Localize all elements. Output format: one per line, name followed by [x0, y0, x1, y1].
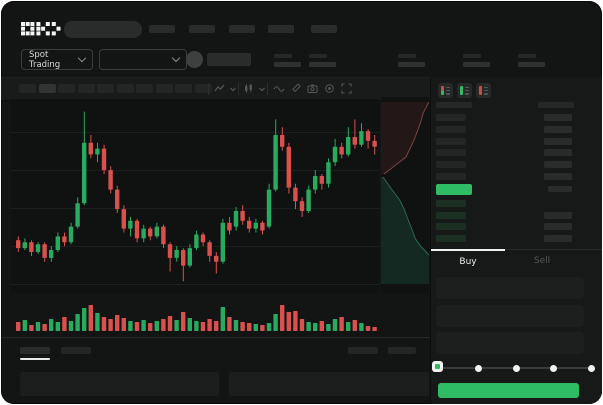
total-input[interactable]: [436, 332, 584, 354]
timeframe-button-3[interactable]: [58, 84, 75, 93]
slider-stop-3[interactable]: [550, 364, 557, 372]
orderbook-mode-both-icon[interactable]: [438, 83, 453, 98]
ask-row-2[interactable]: [436, 125, 600, 134]
volume-bars: [11, 294, 379, 333]
orderbook-mode-bids-icon[interactable]: [457, 83, 472, 98]
timeframe-button-7[interactable]: [136, 84, 153, 93]
price-input[interactable]: [436, 277, 584, 299]
timeframe-button-1[interactable]: [19, 84, 36, 93]
divider: [1, 337, 431, 338]
candlestick-chart[interactable]: [11, 99, 379, 293]
bid-row-2[interactable]: [436, 211, 600, 220]
camera-icon[interactable]: [306, 82, 319, 95]
chevron-down-icon: [171, 53, 181, 63]
okx-logo[interactable]: [21, 22, 61, 41]
nav-item-2[interactable]: [189, 25, 215, 33]
bottom-panel-left: [20, 372, 219, 396]
wave-indicator-icon[interactable]: [272, 82, 285, 95]
bottom-tab-active[interactable]: [20, 347, 50, 354]
timeframe-button-8[interactable]: [155, 84, 173, 93]
bid-row-1[interactable]: [436, 200, 600, 208]
slider-stop-4[interactable]: [587, 364, 595, 372]
ask-row-6[interactable]: [436, 173, 600, 181]
timeframe-button-10[interactable]: [194, 84, 212, 93]
chart-type-icon[interactable]: [213, 82, 226, 95]
fullscreen-icon[interactable]: [340, 82, 353, 95]
timeframe-button-6[interactable]: [116, 84, 134, 93]
buy-submit-button[interactable]: [438, 383, 579, 398]
slider-stop-2[interactable]: [512, 364, 520, 372]
ticker-stat-5: [518, 54, 545, 67]
active-tab-underline: [20, 358, 50, 360]
percent-slider[interactable]: [441, 364, 595, 372]
bid-row-4[interactable]: [436, 235, 600, 243]
ask-row-1[interactable]: [436, 114, 600, 122]
slider-stop-1[interactable]: [475, 364, 482, 372]
nav-item-4[interactable]: [268, 25, 294, 33]
bid-row-3[interactable]: [436, 223, 600, 231]
bottom-right-control-1[interactable]: [348, 347, 378, 354]
orderbook-trade-panel: Buy Sell: [430, 77, 602, 404]
bottom-tab-2[interactable]: [61, 347, 91, 354]
depth-chart[interactable]: [381, 97, 430, 293]
ask-row-4[interactable]: [436, 149, 600, 157]
gear-icon[interactable]: [323, 82, 336, 95]
chevron-down-icon[interactable]: [255, 82, 268, 95]
nav-item-1[interactable]: [149, 25, 175, 33]
ticker-stat-1: [274, 54, 301, 67]
ticker-stat-4: [463, 54, 490, 67]
nav-item-5[interactable]: [311, 25, 337, 33]
tab-sell[interactable]: Sell: [533, 256, 551, 266]
timeframe-button-5[interactable]: [97, 84, 114, 93]
candle-style-icon[interactable]: [242, 82, 255, 95]
ask-row-3[interactable]: [436, 137, 600, 146]
ticker-stat-2: [309, 54, 336, 67]
nav-item-3[interactable]: [229, 25, 255, 33]
search-input[interactable]: [64, 21, 142, 38]
tab-buy[interactable]: Buy: [431, 249, 505, 273]
pair-name-placeholder[interactable]: [207, 53, 251, 66]
market-type-select[interactable]: Spot Trading: [21, 49, 93, 70]
timeframe-button-2[interactable]: [38, 84, 56, 93]
bottom-right-control-2[interactable]: [388, 347, 416, 354]
pencil-icon[interactable]: [289, 82, 302, 95]
amount-input[interactable]: [436, 305, 584, 327]
ask-row-5[interactable]: [436, 161, 600, 169]
orderbook-header: [436, 102, 600, 110]
timeframe-button-9[interactable]: [175, 84, 192, 93]
orderbook-mode-asks-icon[interactable]: [476, 83, 491, 98]
ticker-stat-3: [398, 54, 425, 67]
chevron-down-icon[interactable]: [226, 82, 239, 95]
secondary-select[interactable]: [99, 49, 187, 70]
trade-tabbar: Buy Sell: [431, 249, 602, 272]
coin-icon: [186, 51, 203, 68]
last-price-row[interactable]: [436, 184, 600, 195]
market-type-label: Spot Trading: [29, 49, 61, 70]
slider-handle[interactable]: [432, 361, 443, 372]
timeframe-button-4[interactable]: [77, 84, 95, 93]
bottom-panel-right: [229, 372, 429, 396]
